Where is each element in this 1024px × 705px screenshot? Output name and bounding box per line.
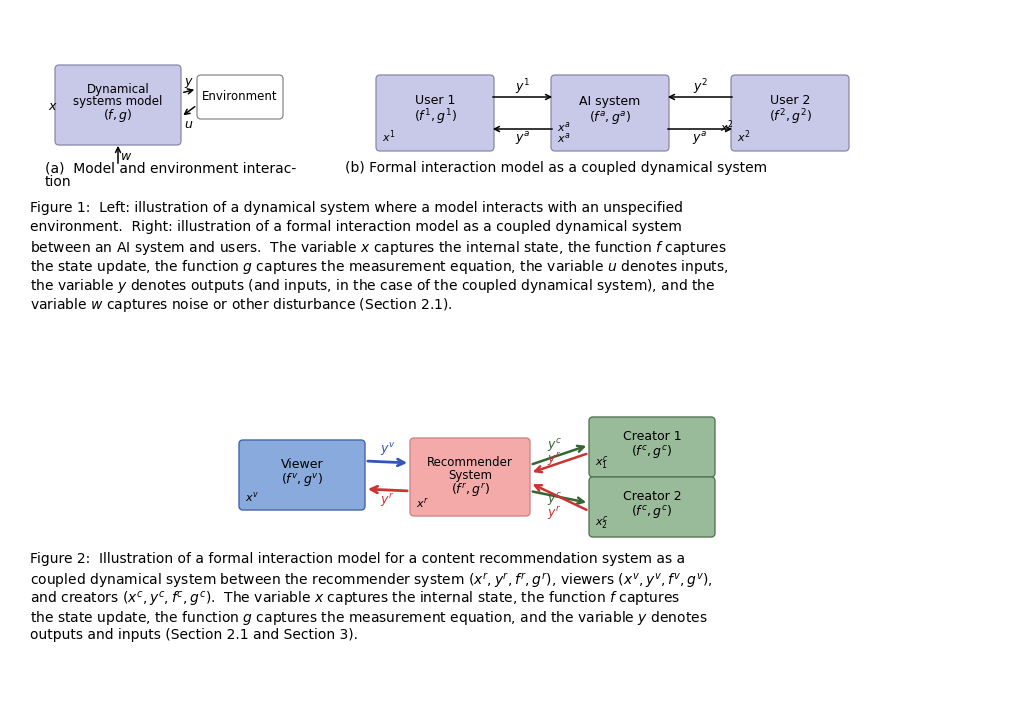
Text: $x_1^c$: $x_1^c$ (595, 454, 608, 471)
Text: $y^r$: $y^r$ (547, 504, 561, 522)
Text: outputs and inputs (Section 2.1 and Section 3).: outputs and inputs (Section 2.1 and Sect… (30, 628, 358, 642)
Text: $(f, g)$: $(f, g)$ (103, 106, 133, 123)
Text: User 1: User 1 (415, 94, 456, 107)
FancyBboxPatch shape (376, 75, 494, 151)
Text: variable $w$ captures noise or other disturbance (Section 2.1).: variable $w$ captures noise or other dis… (30, 296, 453, 314)
Text: $y^a$: $y^a$ (515, 130, 530, 147)
FancyBboxPatch shape (55, 65, 181, 145)
Text: $x^v$: $x^v$ (245, 490, 259, 504)
FancyBboxPatch shape (410, 438, 530, 516)
Text: $(f^r, g^r)$: $(f^r, g^r)$ (451, 482, 489, 498)
Text: Environment: Environment (202, 90, 278, 104)
Text: $(f^1, g^1)$: $(f^1, g^1)$ (414, 107, 457, 127)
Text: $(f^c, g^c)$: $(f^c, g^c)$ (632, 443, 673, 460)
Text: $x_2^c$: $x_2^c$ (595, 514, 608, 531)
Text: Figure 1:  Left: illustration of a dynamical system where a model interacts with: Figure 1: Left: illustration of a dynami… (30, 201, 683, 215)
Text: (a)  Model and environment interac-: (a) Model and environment interac- (45, 161, 296, 175)
Text: and creators $(x^c, y^c, f^c, g^c)$.  The variable $x$ captures the internal sta: and creators $(x^c, y^c, f^c, g^c)$. The… (30, 590, 681, 609)
Text: environment.  Right: illustration of a formal interaction model as a coupled dyn: environment. Right: illustration of a fo… (30, 220, 682, 234)
Text: $w$: $w$ (120, 150, 132, 164)
Text: $x^a$: $x^a$ (557, 120, 570, 134)
Text: $y^c$: $y^c$ (547, 491, 561, 508)
Text: $y^2$: $y^2$ (692, 78, 708, 97)
Text: $y^1$: $y^1$ (515, 78, 530, 97)
Text: $y^a$: $y^a$ (692, 130, 708, 147)
Text: Figure 2:  Illustration of a formal interaction model for a content recommendati: Figure 2: Illustration of a formal inter… (30, 552, 685, 566)
FancyBboxPatch shape (551, 75, 669, 151)
Text: Recommender: Recommender (427, 457, 513, 470)
Text: Viewer: Viewer (281, 458, 324, 470)
Text: $x^1$: $x^1$ (382, 128, 395, 145)
Text: systems model: systems model (74, 94, 163, 107)
Text: $(f^2, g^2)$: $(f^2, g^2)$ (769, 107, 811, 127)
Text: $y^c$: $y^c$ (547, 436, 561, 453)
FancyBboxPatch shape (731, 75, 849, 151)
FancyBboxPatch shape (239, 440, 365, 510)
Text: AI system: AI system (580, 94, 641, 107)
Text: $y^v$: $y^v$ (380, 441, 395, 458)
Text: $u$: $u$ (184, 118, 194, 132)
Text: $x^r$: $x^r$ (416, 496, 429, 510)
Text: $x^2$: $x^2$ (737, 128, 751, 145)
FancyBboxPatch shape (197, 75, 283, 119)
Text: the state update, the function $g$ captures the measurement equation, the variab: the state update, the function $g$ captu… (30, 258, 729, 276)
Text: $y^r$: $y^r$ (547, 450, 561, 467)
Text: between an AI system and users.  The variable $x$ captures the internal state, t: between an AI system and users. The vari… (30, 239, 727, 257)
Text: $x$: $x$ (48, 101, 58, 114)
Text: $(f^c, g^c)$: $(f^c, g^c)$ (632, 503, 673, 520)
Text: System: System (449, 470, 492, 482)
Text: $(f^v, g^v)$: $(f^v, g^v)$ (281, 472, 323, 489)
Text: $(f^a, g^a)$: $(f^a, g^a)$ (589, 109, 631, 125)
Text: $y$: $y$ (184, 76, 194, 90)
Text: tion: tion (45, 175, 72, 189)
Text: $x^a$: $x^a$ (557, 131, 570, 145)
Text: Creator 2: Creator 2 (623, 491, 681, 503)
Text: User 2: User 2 (770, 94, 810, 107)
Text: the state update, the function $g$ captures the measurement equation, and the va: the state update, the function $g$ captu… (30, 609, 708, 627)
Text: $y^r$: $y^r$ (380, 491, 394, 509)
FancyBboxPatch shape (589, 417, 715, 477)
Text: $x^2$: $x^2$ (720, 118, 733, 135)
Text: coupled dynamical system between the recommender system $(x^r, y^r, f^r, g^r)$, : coupled dynamical system between the rec… (30, 571, 713, 590)
Text: Dynamical: Dynamical (87, 82, 150, 95)
Text: the variable $y$ denotes outputs (and inputs, in the case of the coupled dynamic: the variable $y$ denotes outputs (and in… (30, 277, 716, 295)
Text: Creator 1: Creator 1 (623, 431, 681, 443)
FancyBboxPatch shape (589, 477, 715, 537)
Text: (b) Formal interaction model as a coupled dynamical system: (b) Formal interaction model as a couple… (345, 161, 767, 175)
